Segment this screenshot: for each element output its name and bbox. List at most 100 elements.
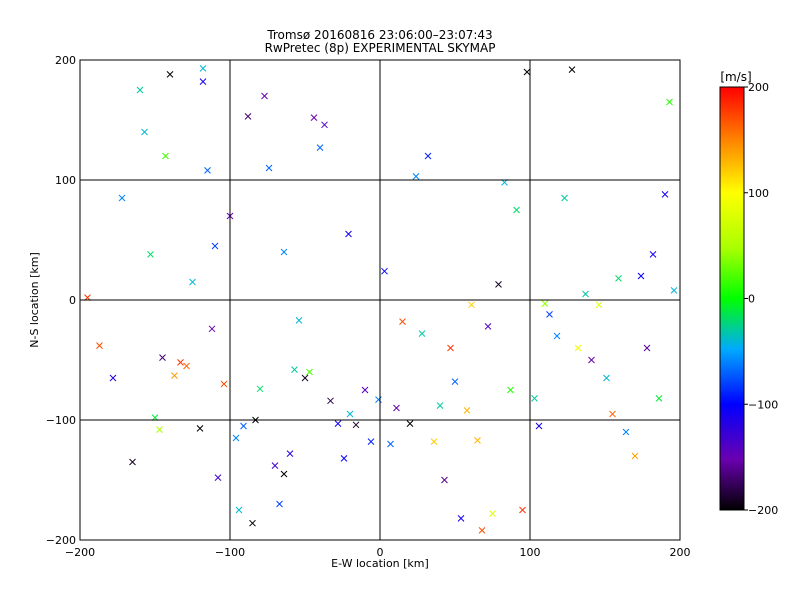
y-tick-label: 200 — [55, 54, 76, 67]
data-point-x — [436, 402, 444, 409]
data-point-x — [670, 287, 678, 294]
data-point-x — [399, 318, 406, 325]
x-tick-label: 200 — [670, 546, 691, 559]
data-point-x — [418, 330, 426, 337]
data-point-x — [603, 374, 610, 382]
data-point-x — [478, 527, 486, 534]
data-point-x — [457, 515, 465, 522]
y-axis-label: N-S location [km] — [28, 252, 41, 348]
data-point-x — [463, 407, 471, 414]
data-point-x — [162, 152, 169, 160]
data-point-x — [276, 500, 283, 508]
data-point-x — [310, 114, 318, 121]
y-tick-label: 0 — [69, 294, 76, 307]
data-point-x — [484, 323, 492, 330]
data-point-x — [535, 422, 543, 430]
data-point-x — [214, 474, 222, 481]
data-point-x — [211, 242, 219, 250]
data-point-x — [367, 438, 375, 445]
data-point-x — [346, 410, 354, 418]
data-point-x — [424, 152, 432, 160]
x-tick-label: 100 — [520, 546, 541, 559]
data-point-x — [474, 437, 481, 444]
data-point-x — [265, 164, 273, 172]
data-point-x — [430, 438, 438, 445]
data-point-x — [661, 191, 669, 198]
data-point-x — [531, 395, 538, 402]
y-tick-label: 100 — [55, 174, 76, 187]
data-point-x — [381, 267, 388, 275]
data-point-x — [588, 356, 595, 364]
data-point-x — [375, 396, 382, 403]
data-point-x — [666, 98, 673, 106]
data-point-x — [306, 368, 313, 376]
data-point-x — [637, 272, 645, 280]
data-point-x — [523, 68, 531, 76]
data-point-x — [361, 386, 369, 394]
data-point-x — [441, 476, 448, 484]
data-point-x — [244, 113, 252, 120]
data-point-x — [406, 420, 414, 427]
data-point-x — [136, 86, 144, 94]
data-point-x — [340, 455, 348, 462]
data-point-x — [352, 421, 360, 429]
data-point-x — [321, 121, 328, 129]
data-point-x — [301, 374, 309, 382]
data-point-x — [249, 519, 256, 527]
data-point-x — [240, 422, 247, 430]
data-point-x — [609, 410, 616, 418]
data-point-x — [196, 425, 204, 432]
colorbar-tick-label: −100 — [748, 398, 778, 411]
data-point-x — [177, 359, 184, 366]
data-point-x — [574, 344, 582, 352]
data-point-x — [561, 194, 568, 202]
data-point-x — [183, 362, 190, 370]
data-point-x — [582, 290, 589, 298]
data-point-x — [316, 144, 324, 151]
data-point-x — [291, 366, 298, 373]
data-point-x — [541, 300, 549, 307]
data-point-x — [615, 275, 622, 282]
x-tick-label: −100 — [215, 546, 245, 559]
data-point-x — [159, 354, 166, 361]
data-point-x — [129, 458, 136, 466]
data-point-x — [643, 344, 651, 352]
data-point-x — [271, 462, 279, 469]
y-tick-label: −100 — [46, 414, 76, 427]
colorbar — [719, 86, 745, 511]
data-point-x — [204, 167, 211, 174]
data-point-x — [141, 128, 148, 136]
colorbar-tick-label: −200 — [748, 504, 778, 517]
colorbar-tick-label: 0 — [748, 293, 755, 306]
data-point-x — [280, 248, 288, 256]
data-point-x — [387, 440, 394, 448]
data-point-x — [568, 66, 576, 73]
data-point-x — [327, 397, 334, 405]
data-point-x — [199, 65, 207, 72]
data-point-x — [208, 325, 216, 333]
x-axis-label: E-W location [km] — [331, 557, 429, 570]
y-tick-label: −200 — [46, 534, 76, 547]
data-point-x — [147, 251, 154, 258]
data-point-x — [118, 194, 126, 202]
data-point-x — [156, 426, 163, 433]
colorbar-label: [m/s] — [720, 70, 751, 84]
data-point-x — [655, 395, 663, 402]
data-point-x — [393, 404, 400, 412]
data-point-x — [334, 420, 342, 427]
plot-frame — [79, 59, 681, 541]
x-tick-label: 0 — [377, 546, 384, 559]
data-point-x — [220, 380, 228, 388]
data-point-x — [519, 506, 526, 514]
data-point-x — [189, 278, 196, 286]
data-point-x — [232, 434, 240, 442]
data-point-x — [295, 317, 303, 324]
y-tick-labels: −200 −100 0 100 200 — [46, 54, 76, 547]
chart-subtitle: RwPretec (8p) EXPERIMENTAL SKYMAP — [265, 41, 496, 55]
data-point-x — [595, 301, 603, 309]
data-point-x — [546, 311, 553, 318]
data-point-x — [199, 78, 207, 85]
colorbar-tick-labels: −200 −100 0 100 200 — [744, 81, 778, 517]
data-point-x — [280, 470, 288, 478]
data-point-x — [513, 206, 520, 214]
